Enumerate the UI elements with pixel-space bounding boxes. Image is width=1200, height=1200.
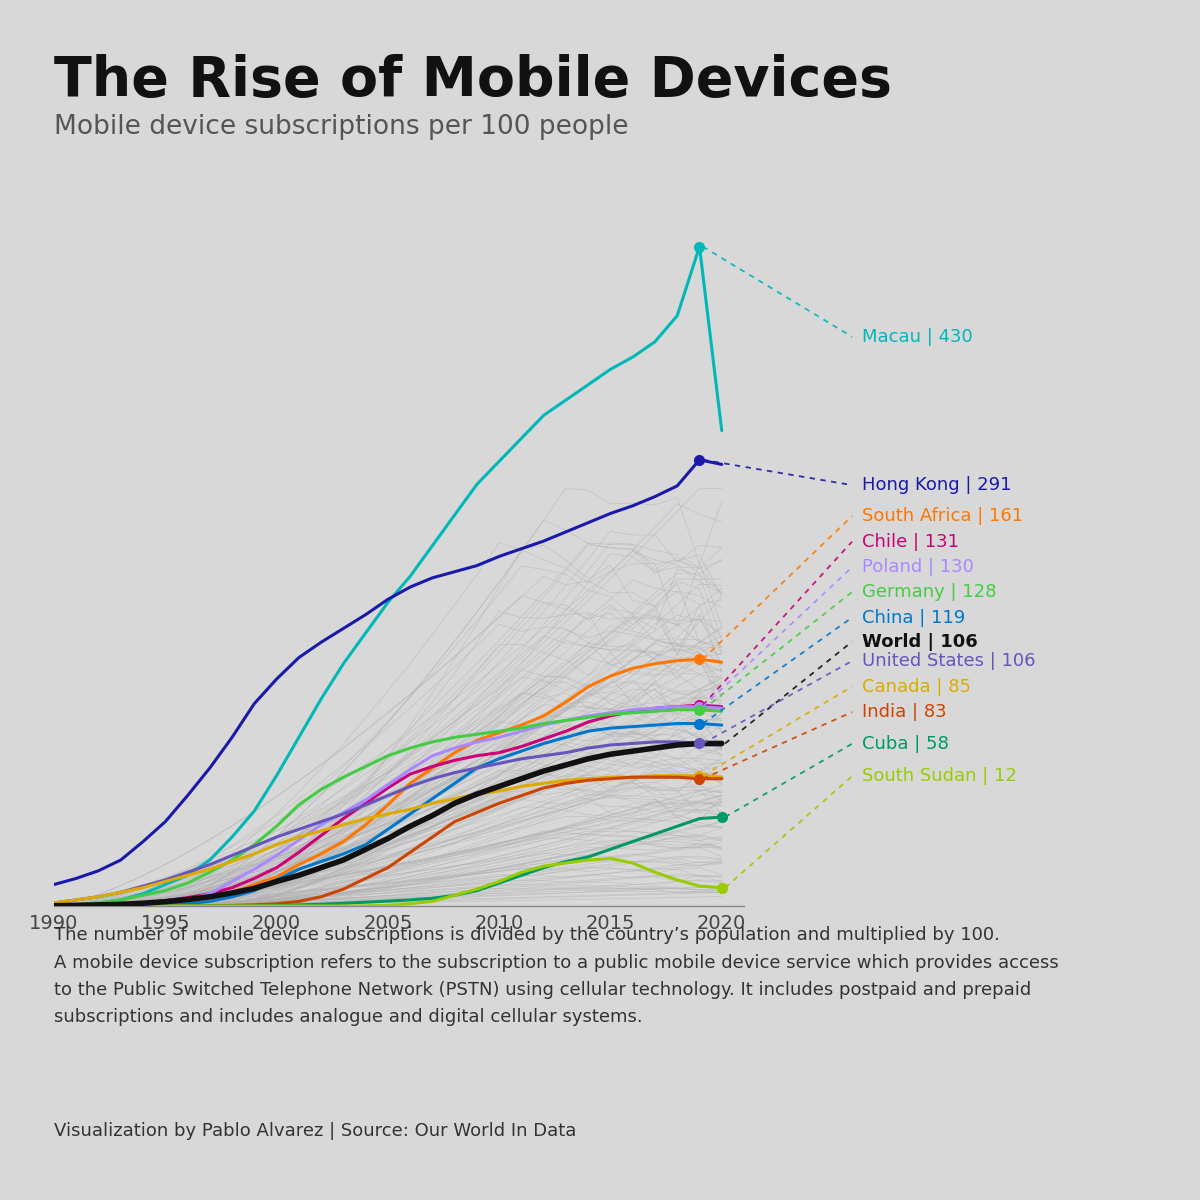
Text: South Africa | 161: South Africa | 161	[862, 508, 1022, 526]
Text: Chile | 131: Chile | 131	[862, 533, 959, 551]
Text: Visualization by Pablo Alvarez | Source: Our World In Data: Visualization by Pablo Alvarez | Source:…	[54, 1122, 576, 1140]
Text: Macau | 430: Macau | 430	[862, 328, 972, 346]
Text: United States | 106: United States | 106	[862, 652, 1036, 670]
Text: Poland | 130: Poland | 130	[862, 558, 973, 576]
Text: Hong Kong | 291: Hong Kong | 291	[862, 476, 1012, 494]
Text: Cuba | 58: Cuba | 58	[862, 734, 948, 752]
Text: Mobile device subscriptions per 100 people: Mobile device subscriptions per 100 peop…	[54, 114, 629, 140]
Text: World | 106: World | 106	[862, 632, 977, 650]
Text: South Sudan | 12: South Sudan | 12	[862, 767, 1016, 785]
Text: Canada | 85: Canada | 85	[862, 678, 971, 696]
Text: China | 119: China | 119	[862, 608, 965, 626]
Text: Germany | 128: Germany | 128	[862, 583, 996, 601]
Text: The Rise of Mobile Devices: The Rise of Mobile Devices	[54, 54, 892, 108]
Text: India | 83: India | 83	[862, 703, 947, 721]
Text: The number of mobile device subscriptions is divided by the country’s population: The number of mobile device subscription…	[54, 926, 1058, 1026]
